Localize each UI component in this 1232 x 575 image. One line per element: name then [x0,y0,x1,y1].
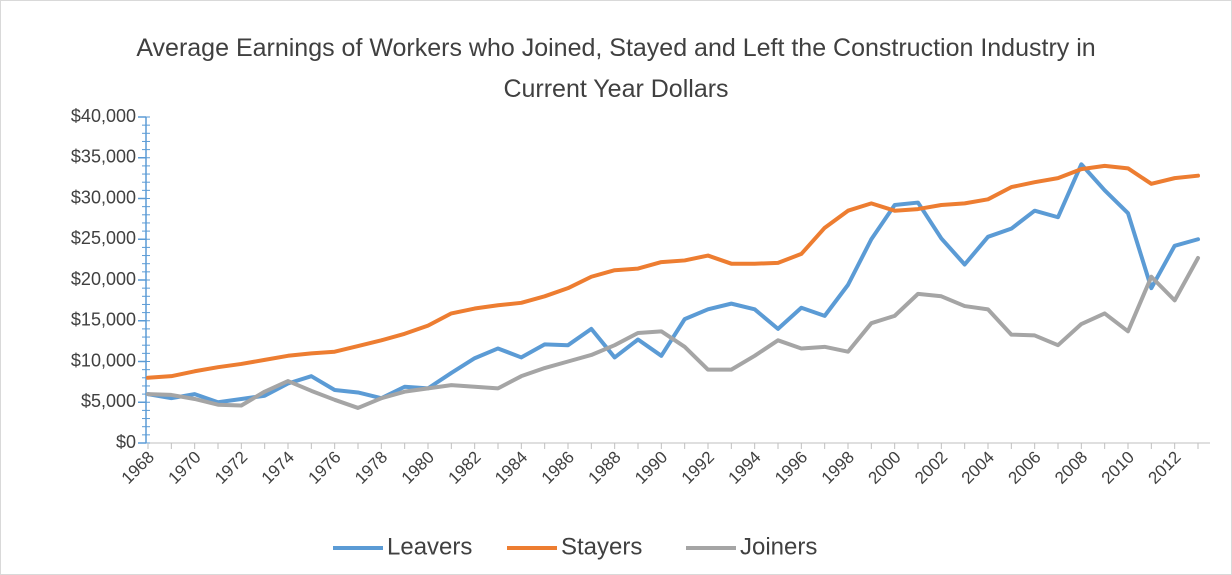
y-tick-label: $0 [116,432,136,452]
y-tick-label: $40,000 [71,106,136,126]
series-line [146,163,1200,380]
y-tick-label: $5,000 [81,391,136,411]
legend-label: Leavers [387,533,472,560]
chart-title: Average Earnings of Workers who Joined, … [136,34,1096,103]
y-tick-label: $15,000 [71,310,136,330]
y-tick-label: $25,000 [71,228,136,248]
legend-label: Stayers [561,533,642,560]
y-tick-label: $20,000 [71,269,136,289]
y-tick-label: $10,000 [71,350,136,370]
y-tick-label: $30,000 [71,187,136,207]
series-line [146,256,1200,410]
legend-label: Joiners [740,533,817,560]
y-tick-label: $35,000 [71,147,136,167]
